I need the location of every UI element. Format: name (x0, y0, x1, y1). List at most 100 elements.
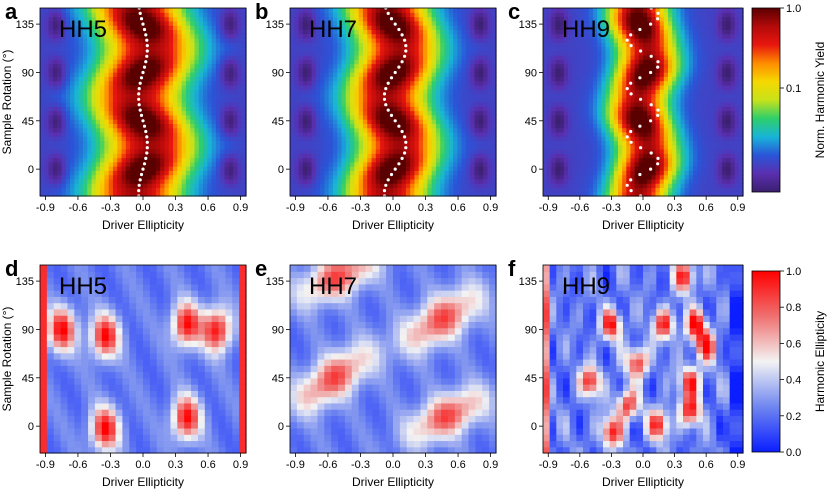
heatmap-cell (559, 140, 565, 146)
heatmap-cell (551, 37, 557, 43)
heatmap-cell (143, 106, 148, 112)
heatmap-cell (393, 127, 398, 133)
heatmap-cell (328, 183, 334, 189)
heatmap-cell (298, 166, 304, 171)
heatmap-cell (597, 55, 602, 60)
heatmap-cell (155, 119, 161, 124)
heatmap-cell (461, 187, 467, 193)
heatmap-cell (601, 191, 607, 197)
heatmap-cell (108, 37, 114, 43)
heatmap-cell (487, 84, 493, 90)
heatmap-cell (487, 37, 493, 43)
heatmap-cell (384, 131, 390, 137)
heatmap-cell (181, 119, 187, 124)
heatmap-cell (311, 46, 317, 52)
heatmap-cell (465, 110, 471, 116)
heatmap-cell (453, 191, 458, 197)
heatmap-cell (237, 170, 243, 176)
heatmap-cell (418, 191, 424, 197)
heatmap-cell (543, 29, 548, 35)
heatmap-cell (448, 8, 454, 13)
heatmap-cell (448, 84, 454, 90)
heatmap-cell (435, 191, 441, 197)
heatmap-cell (104, 131, 110, 137)
heatmap-cell (190, 42, 196, 48)
heatmap-cell (100, 12, 105, 18)
heatmap-cell (380, 166, 386, 171)
heatmap-cell (100, 33, 105, 39)
heatmap-cell (95, 127, 101, 133)
heatmap-cell (52, 33, 58, 39)
heatmap-cell (168, 157, 174, 163)
heatmap-cell (410, 55, 416, 60)
heatmap-cell (194, 114, 200, 120)
heatmap-cell (401, 16, 407, 22)
heatmap-cell (147, 93, 153, 99)
heatmap-cell (108, 67, 114, 73)
heatmap-cell (345, 153, 351, 159)
heatmap-cell (350, 187, 355, 193)
heatmap-cell (576, 161, 582, 167)
heatmap-cell (350, 12, 355, 18)
heatmap-cell (440, 149, 446, 154)
heatmap-cell (367, 8, 373, 13)
heatmap-cell (181, 16, 187, 22)
heatmap-cell (164, 93, 170, 99)
heatmap-cell (491, 8, 497, 13)
heatmap-cell (375, 50, 381, 56)
heatmap-cell (555, 131, 561, 137)
heatmap-cell (155, 20, 161, 26)
heatmap-cell (125, 46, 131, 52)
heatmap-cell (461, 127, 467, 133)
heatmap-cell (328, 20, 334, 26)
heatmap-cell (112, 84, 118, 90)
heatmap-cell (82, 166, 88, 171)
heatmap-cell (207, 119, 213, 124)
heatmap-cell (40, 157, 45, 163)
heatmap-cell (572, 29, 577, 35)
heatmap-cell (52, 136, 58, 142)
heatmap-cell (100, 136, 105, 142)
heatmap-cell (194, 33, 200, 39)
heatmap-cell (177, 97, 183, 103)
heatmap-cell (563, 166, 569, 171)
heatmap-cell (203, 157, 208, 163)
heatmap-cell (173, 191, 178, 197)
heatmap-cell (233, 72, 239, 77)
heatmap-cell (584, 33, 590, 39)
heatmap-cell (177, 136, 183, 142)
heatmap-cell (130, 59, 136, 65)
heatmap-cell (584, 166, 590, 171)
heatmap-cell (427, 8, 433, 13)
heatmap-cell (190, 106, 196, 112)
heatmap-cell (207, 187, 213, 193)
heatmap-cell (401, 166, 407, 171)
heatmap-cell (147, 72, 153, 77)
heatmap-cell (401, 25, 407, 30)
heatmap-cell (78, 166, 84, 171)
heatmap-cell (130, 12, 136, 18)
heatmap-cell (444, 140, 450, 146)
heatmap-cell (555, 170, 561, 176)
heatmap-cell (457, 183, 463, 189)
heatmap-cell (82, 110, 88, 116)
heatmap-cell (593, 72, 598, 77)
heatmap-cell (427, 46, 433, 52)
heatmap-cell (100, 119, 105, 124)
heatmap-cell (307, 16, 313, 22)
heatmap-cell (130, 157, 136, 163)
heatmap-cell (147, 140, 153, 146)
heatmap-cell (294, 50, 300, 56)
heatmap-cell (341, 25, 347, 30)
heatmap-cell (198, 89, 204, 95)
heatmap-cell (74, 127, 80, 133)
heatmap-cell (597, 29, 602, 35)
heatmap-cell (138, 46, 144, 52)
heatmap-cell (315, 25, 321, 30)
heatmap-cell (371, 114, 377, 120)
heatmap-cell (160, 50, 166, 56)
heatmap-cell (444, 25, 450, 30)
heatmap-cell (427, 161, 433, 167)
heatmap-cell (70, 46, 75, 52)
heatmap-cell (435, 29, 441, 35)
